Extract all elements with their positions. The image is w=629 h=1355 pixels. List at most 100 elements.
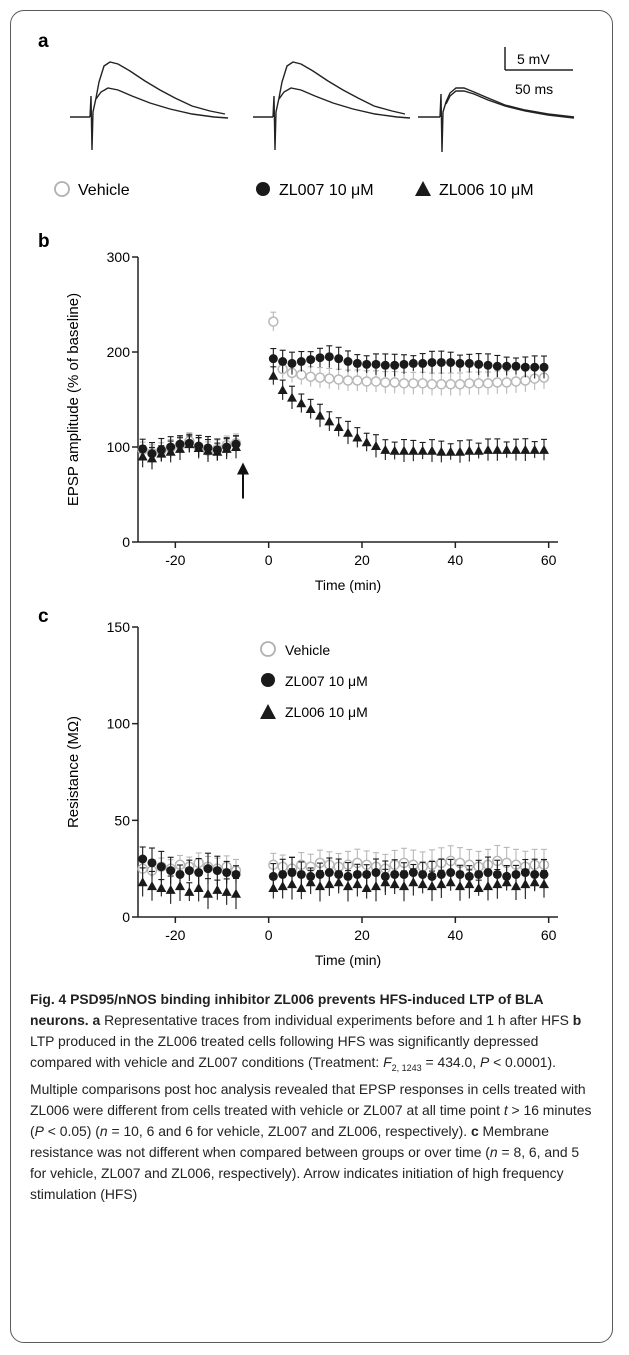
data-point-zl007 xyxy=(222,868,232,878)
data-point-zl006 xyxy=(417,879,428,889)
data-point-vehicle xyxy=(436,379,447,390)
data-point-zl006 xyxy=(137,451,148,461)
figure-frame xyxy=(10,10,613,1343)
data-point-zl006 xyxy=(184,439,195,449)
data-point-zl007 xyxy=(511,361,521,371)
data-point-zl006 xyxy=(184,886,195,896)
data-point-zl006 xyxy=(361,883,372,892)
data-point-zl007 xyxy=(474,359,484,369)
data-point-vehicle xyxy=(464,378,475,389)
y-axis-label: EPSP amplitude (% of baseline) xyxy=(65,293,82,506)
data-point-zl006 xyxy=(193,442,204,452)
data-point-zl006 xyxy=(268,370,279,380)
caption-b-text-6: = 10, 6 and 6 for vehicle, ZL007 and ZL0… xyxy=(107,1122,468,1139)
data-point-zl006 xyxy=(165,884,176,894)
data-point-zl006 xyxy=(483,881,493,891)
data-point-zl006 xyxy=(296,883,307,892)
figure-caption: Fig. 4 PSD95/nNOS binding inhibitor ZL00… xyxy=(30,989,595,1205)
data-point-zl006 xyxy=(445,877,456,887)
caption-c-label: c xyxy=(470,1122,479,1139)
data-point-zl006 xyxy=(492,444,503,454)
data-point-zl007 xyxy=(446,868,456,878)
data-point-vehicle xyxy=(482,378,494,389)
panel-b-chart: b 0 100 200 300 -20 0 20 40 60 Time (min) EPSP amp… xyxy=(38,231,558,593)
legend-c-marker-zl007 xyxy=(261,673,275,687)
data-point-zl007 xyxy=(138,854,148,864)
data-point-vehicle xyxy=(426,379,438,390)
caption-figure-label: Fig. 4 xyxy=(30,991,67,1007)
data-point-zl006 xyxy=(203,445,213,455)
chart-1-axes: 0 50 100 150 -20 0 20 40 60 xyxy=(107,619,558,943)
y-tick-label: 0 xyxy=(122,534,130,550)
data-point-vehicle xyxy=(445,379,456,390)
x-tick-label: 0 xyxy=(265,927,273,943)
data-point-vehicle xyxy=(370,376,382,387)
data-point-zl006 xyxy=(389,879,400,889)
data-point-zl006 xyxy=(193,883,204,892)
data-point-zl006 xyxy=(221,886,232,896)
caption-stat-P: P xyxy=(479,1054,490,1070)
data-point-zl007 xyxy=(306,355,316,365)
y-tick-label: 200 xyxy=(107,344,131,360)
caption-b-text-2: = 434.0, xyxy=(421,1054,480,1070)
data-point-vehicle xyxy=(268,316,279,327)
data-point-zl006 xyxy=(464,879,475,889)
data-point-zl006 xyxy=(352,879,363,889)
data-point-zl006 xyxy=(408,877,419,887)
data-point-vehicle xyxy=(398,378,410,389)
data-point-vehicle xyxy=(380,377,391,388)
data-point-zl007 xyxy=(278,357,288,366)
data-point-zl006 xyxy=(399,445,409,455)
data-point-zl007 xyxy=(296,357,306,366)
data-point-zl007 xyxy=(315,353,325,363)
y-tick-label: 0 xyxy=(122,909,130,925)
data-point-zl006 xyxy=(315,881,325,891)
data-point-zl006 xyxy=(371,881,381,891)
data-point-zl007 xyxy=(362,869,372,879)
trace-vehicle xyxy=(70,61,229,151)
x-tick-label: 20 xyxy=(354,927,370,943)
data-point-zl006 xyxy=(175,881,185,891)
data-point-zl007 xyxy=(455,358,465,368)
data-point-zl006 xyxy=(147,453,157,463)
data-point-vehicle xyxy=(314,372,326,383)
trace-zl007 xyxy=(253,61,411,151)
data-point-zl006 xyxy=(156,883,167,892)
data-point-vehicle xyxy=(510,376,522,387)
data-point-zl007 xyxy=(268,354,278,364)
data-point-zl007 xyxy=(539,362,549,372)
data-point-vehicle xyxy=(389,377,400,388)
y-tick-label: 300 xyxy=(107,249,131,265)
data-point-zl006 xyxy=(380,444,391,454)
data-point-vehicle xyxy=(296,369,307,381)
data-point-zl007 xyxy=(147,858,157,868)
caption-title: PSD95/nNOS binding inhibitor ZL006 preve… xyxy=(30,991,543,1028)
data-point-zl006 xyxy=(305,877,316,887)
caption-a-label: a xyxy=(92,1012,101,1028)
caption-stat-F: F xyxy=(383,1054,392,1070)
data-point-vehicle xyxy=(492,377,503,388)
data-point-vehicle xyxy=(417,378,428,389)
data-point-zl006 xyxy=(324,879,335,889)
data-point-zl007 xyxy=(268,871,278,881)
data-point-zl006 xyxy=(296,398,307,408)
data-point-zl007 xyxy=(287,358,297,368)
legend-c-label-zl006: ZL006 10 μM xyxy=(285,704,368,720)
y-tick-label: 50 xyxy=(114,812,130,828)
series-open-circle xyxy=(137,844,550,883)
x-axis-label: Time (min) xyxy=(315,952,381,968)
data-point-zl006 xyxy=(352,432,363,442)
panel-c-label: c xyxy=(38,606,49,627)
data-point-zl006 xyxy=(315,410,325,420)
series-filled-triangle xyxy=(137,867,549,910)
panel-c-legend: Vehicle ZL007 10 μM ZL006 10 μM xyxy=(260,641,368,720)
data-point-zl007 xyxy=(418,358,428,368)
data-point-zl007 xyxy=(362,359,372,369)
data-point-zl007 xyxy=(156,862,166,872)
data-point-zl006 xyxy=(221,443,232,453)
data-point-zl007 xyxy=(380,360,390,370)
data-point-zl007 xyxy=(436,357,446,367)
data-point-zl006 xyxy=(212,884,223,894)
series-filled-triangle xyxy=(137,366,549,470)
data-point-vehicle xyxy=(352,375,363,386)
